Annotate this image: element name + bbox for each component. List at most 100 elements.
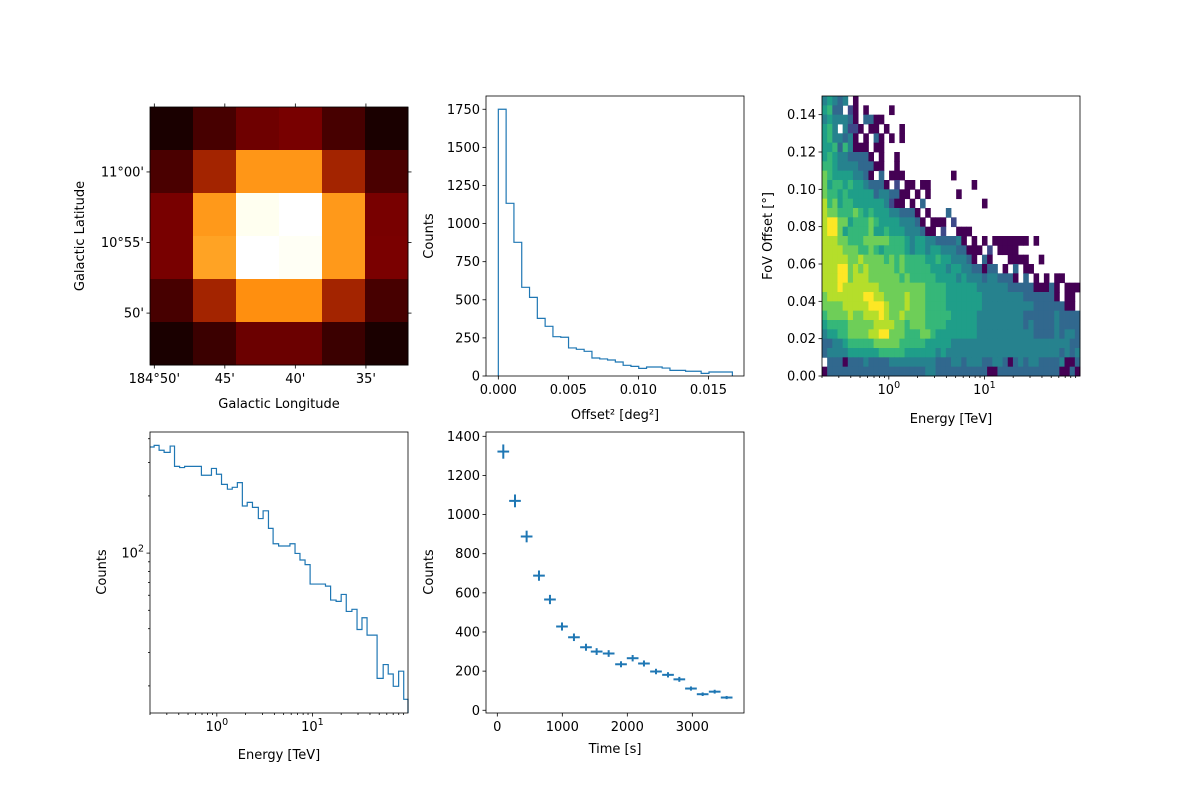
hist2d-cell xyxy=(1028,320,1034,330)
hist2d-cell xyxy=(847,105,854,116)
hist2d-cell xyxy=(961,282,967,293)
hist2d-cell xyxy=(971,282,978,293)
hist2d-cell xyxy=(842,236,849,246)
hist2d-cell xyxy=(852,245,859,256)
hist2d-cell xyxy=(976,292,983,302)
hist2d-cell xyxy=(909,217,916,228)
hist2d-cell xyxy=(925,320,931,330)
hist2d-cell xyxy=(971,292,978,302)
hist2d-cell xyxy=(832,292,838,302)
hist2d-cell xyxy=(914,254,921,265)
data-point xyxy=(626,655,639,662)
hist2d-cell xyxy=(899,273,905,284)
hist2d-cell xyxy=(894,348,900,358)
hist2d-cell xyxy=(914,245,921,256)
hist2d-cell xyxy=(1007,320,1014,330)
hist2d-cell xyxy=(1028,357,1034,368)
hist2d-cell xyxy=(1012,310,1019,321)
panel-light-curve: Time [s] Counts 0 1000 2000 3000 0 200 400 600 8… xyxy=(422,430,745,757)
hist2d-cell xyxy=(847,292,854,302)
x-tick-label: 184°50' xyxy=(129,372,180,387)
hist2d-cell xyxy=(961,310,967,321)
hist2d-cell xyxy=(894,161,900,172)
hist2d-cell xyxy=(889,236,895,246)
hist2d-cell xyxy=(873,264,880,274)
heatmap-cell xyxy=(365,322,409,366)
hist2d-cell xyxy=(858,226,864,237)
hist2d-cell xyxy=(976,338,983,349)
hist2d-cell xyxy=(961,236,967,246)
heatmap-cell xyxy=(236,236,280,280)
hist2d-cell xyxy=(1064,282,1071,293)
hist2d-cell xyxy=(997,292,1003,302)
hist2d-cell xyxy=(1064,320,1071,330)
hist2d-cell xyxy=(858,282,864,293)
hist2d-cell xyxy=(909,366,916,377)
hist2d-cell xyxy=(971,366,978,377)
hist2d-cell xyxy=(997,310,1003,321)
hist2d-cell xyxy=(873,282,880,293)
hist2d-cell xyxy=(1033,329,1040,340)
hist2d-cell xyxy=(992,357,998,368)
axes-frame xyxy=(821,95,1081,377)
hist2d-cell xyxy=(878,357,885,368)
hist2d-cell xyxy=(1007,329,1014,340)
hist2d-cell xyxy=(930,254,936,265)
hist2d-cell xyxy=(987,320,993,330)
hist2d-cell xyxy=(914,310,921,321)
hist2d-cell xyxy=(914,282,921,293)
hist2d-cell xyxy=(987,273,993,284)
hist2d-cell xyxy=(920,357,926,368)
hist2d-cell xyxy=(852,301,859,312)
hist2d-cell xyxy=(1038,301,1045,312)
hist2d-cell xyxy=(868,357,874,368)
hist2d-cell xyxy=(827,124,833,134)
hist2d-cell xyxy=(837,273,844,284)
hist2d-cell xyxy=(842,254,849,265)
hist2d-cell xyxy=(1069,282,1076,293)
hist2d-cell xyxy=(832,310,838,321)
hist2d-cell xyxy=(878,152,885,162)
hist2d-cell xyxy=(868,217,874,228)
hist2d-cell xyxy=(1054,273,1060,284)
hist2d-cell xyxy=(837,226,844,237)
hist2d-cell xyxy=(981,348,988,358)
x-tick-label: 101 xyxy=(301,717,324,735)
hist2d-cell xyxy=(1049,357,1055,368)
y-tick-label: 10°55' xyxy=(101,236,144,251)
hist2d-cell xyxy=(832,245,838,256)
hist2d-cell xyxy=(878,338,885,349)
hist2d-cell xyxy=(837,245,844,256)
hist2d-cell xyxy=(873,366,880,377)
hist2d-cell xyxy=(997,273,1003,284)
hist2d-cell xyxy=(852,254,859,265)
hist2d-cell xyxy=(992,329,998,340)
axes-frame xyxy=(485,95,745,377)
hist2d-cell xyxy=(1012,329,1019,340)
hist2d-cell xyxy=(827,245,833,256)
hist2d-cell xyxy=(1054,348,1060,358)
hist2d-cell xyxy=(858,301,864,312)
hist2d-cell xyxy=(842,198,849,209)
hist2d-cell xyxy=(899,282,905,293)
y-tick-label: 1400 xyxy=(447,430,480,445)
y-tick-label: 1500 xyxy=(447,141,480,156)
data-point xyxy=(708,689,721,694)
hist2d-cell xyxy=(909,292,916,302)
hist2d-cell xyxy=(822,310,828,321)
hist2d-cell xyxy=(847,217,854,228)
hist2d-cell xyxy=(847,245,854,256)
hist2d-cell xyxy=(873,329,880,340)
hist2d-cell xyxy=(899,357,905,368)
hist2d-cell xyxy=(945,208,952,218)
hist2d-cell xyxy=(1028,338,1034,349)
hist2d-cell xyxy=(832,254,838,265)
heatmap-cell xyxy=(322,107,366,151)
hist2d-cell xyxy=(1064,310,1071,321)
hist2d-cell xyxy=(827,226,833,237)
hist2d-cell xyxy=(971,254,978,265)
hist2d-cell xyxy=(925,273,931,284)
hist2d-cell xyxy=(852,320,859,330)
hist2d-cell xyxy=(868,152,874,162)
hist2d-cell xyxy=(930,273,936,284)
